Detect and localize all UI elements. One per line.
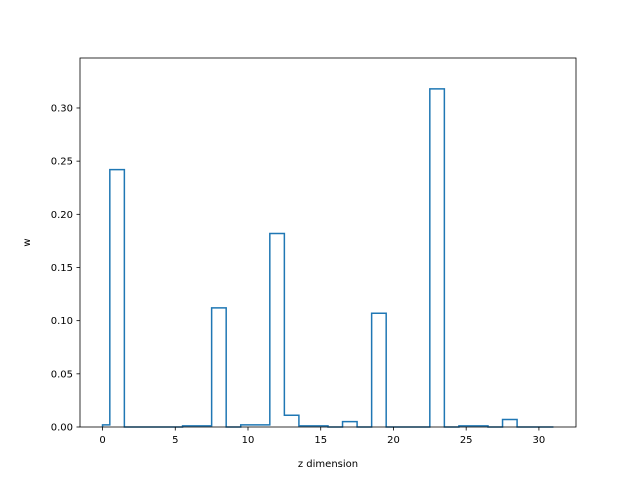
y-tick-label: 0.25	[51, 157, 73, 168]
x-tick-label: 0	[99, 435, 105, 446]
x-tick-label: 15	[314, 435, 327, 446]
y-tick-label: 0.30	[51, 103, 73, 114]
y-tick-label: 0.05	[51, 369, 73, 380]
x-tick-label: 30	[533, 435, 546, 446]
x-tick-label: 20	[387, 435, 400, 446]
y-tick-label: 0.15	[51, 263, 73, 274]
y-tick-label: 0.10	[51, 316, 73, 327]
x-axis-ticks: 0 5 10 15 20 25 30	[99, 427, 545, 446]
plot-area-background	[80, 58, 576, 427]
x-axis-label: z dimension	[298, 459, 358, 470]
x-tick-label: 5	[172, 435, 178, 446]
y-axis-label: w	[22, 238, 33, 246]
y-axis-ticks: 0.00 0.05 0.10 0.15 0.20 0.25 0.30	[51, 103, 80, 434]
y-tick-label: 0.00	[51, 423, 73, 434]
plot-frame	[79, 57, 577, 428]
x-tick-label: 25	[460, 435, 473, 446]
y-tick-label: 0.20	[51, 210, 73, 221]
x-tick-label: 10	[242, 435, 255, 446]
